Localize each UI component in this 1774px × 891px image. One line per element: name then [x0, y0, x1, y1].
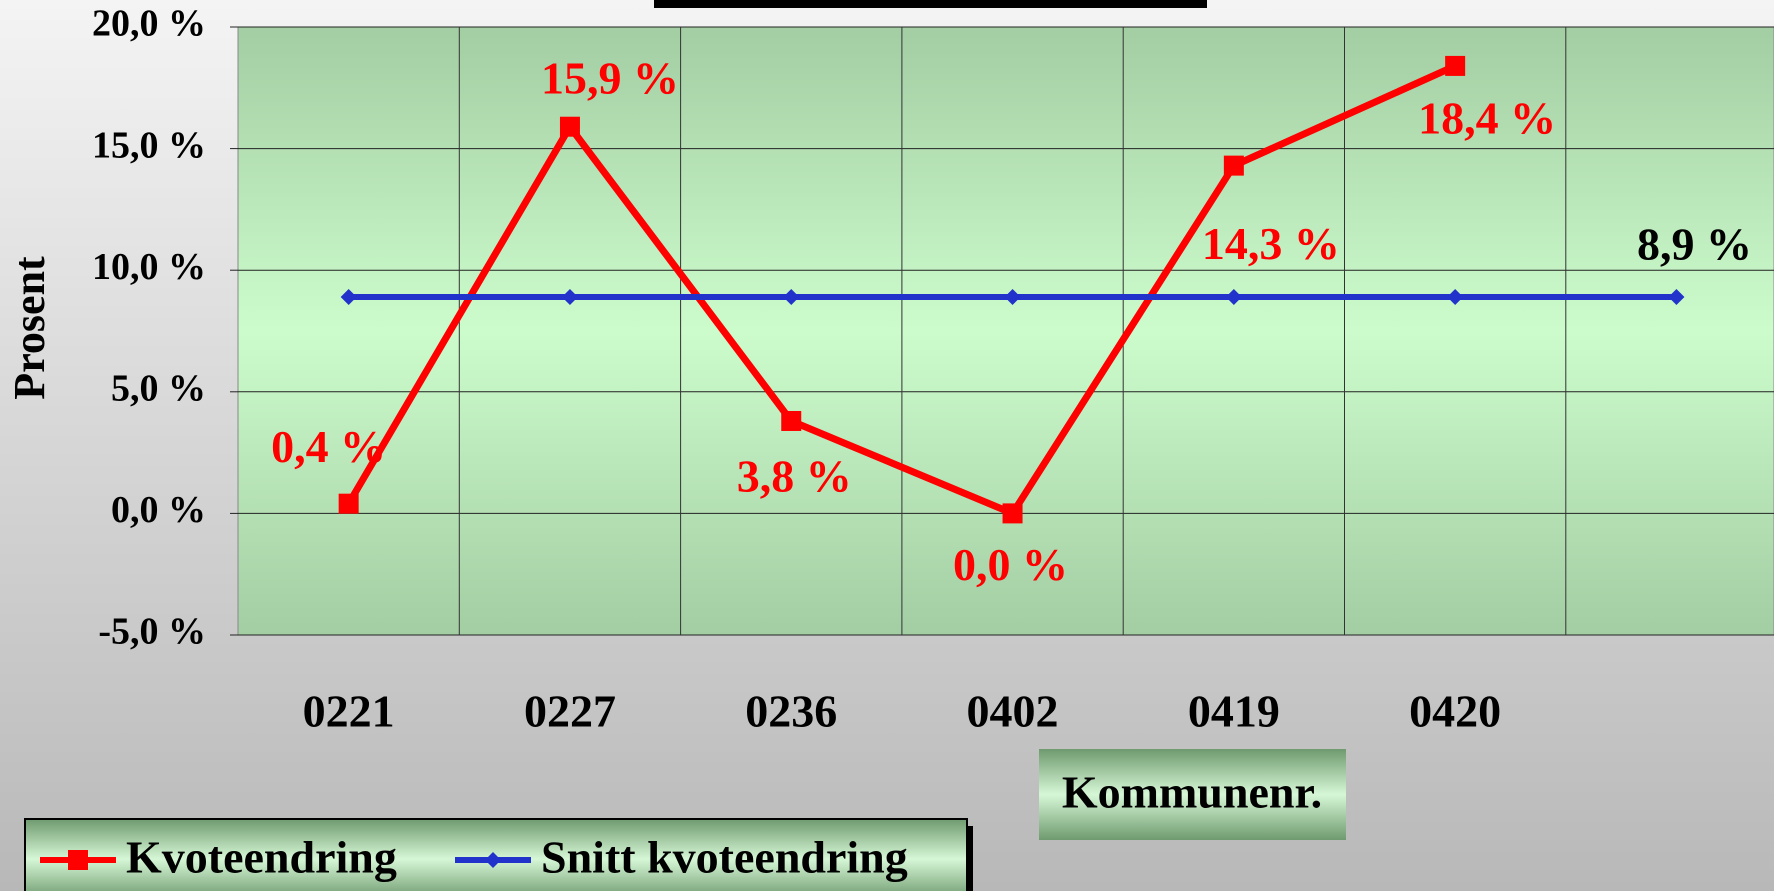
y-tick-label: 5,0 %	[111, 368, 206, 410]
y-tick-label: 10,0 %	[92, 246, 206, 288]
data-label: 0,0 %	[953, 539, 1068, 590]
y-tick-label: 0,0 %	[111, 489, 206, 531]
legend-marker	[485, 852, 501, 868]
x-axis-label: Kommunenr.	[1062, 767, 1322, 818]
y-tick-label: 15,0 %	[92, 124, 206, 166]
point-marker	[1225, 288, 1242, 305]
point-marker	[781, 410, 802, 431]
legend-marker	[68, 850, 88, 870]
data-label: 14,3 %	[1202, 218, 1340, 269]
x-tick-label: 0221	[303, 686, 395, 737]
point-marker	[1002, 503, 1023, 524]
point-marker	[1668, 288, 1685, 305]
x-tick-label: 0419	[1188, 686, 1280, 737]
legend-label: Kvoteendring	[126, 832, 397, 883]
point-marker	[1447, 288, 1464, 305]
y-tick-label: -5,0 %	[98, 611, 206, 653]
data-label: 15,9 %	[541, 52, 679, 103]
point-marker	[340, 288, 357, 305]
x-tick-label: 0227	[524, 686, 616, 737]
title-box-edge	[654, 0, 1207, 8]
x-tick-label: 0236	[745, 686, 837, 737]
x-tick-label: 0402	[967, 686, 1059, 737]
data-label: 18,4 %	[1418, 92, 1556, 143]
legend-label: Snitt kvoteendring	[541, 832, 908, 883]
point-marker	[561, 288, 578, 305]
point-marker	[783, 288, 800, 305]
legend-shadow	[967, 826, 973, 891]
series-line	[345, 62, 1457, 517]
x-tick-label: 0420	[1409, 686, 1501, 737]
point-marker	[1004, 288, 1021, 305]
point-marker	[1445, 55, 1466, 76]
point-marker	[338, 493, 359, 514]
y-axis-label: Prosent	[5, 256, 54, 400]
plot-area	[237, 26, 1774, 636]
y-tick-label: 20,0 %	[92, 3, 206, 45]
data-label: 3,8 %	[737, 451, 852, 502]
point-marker	[1223, 155, 1244, 176]
point-marker	[559, 116, 580, 137]
data-label: 8,9 %	[1637, 219, 1752, 270]
data-label: 0,4 %	[271, 421, 386, 472]
grid	[238, 26, 1774, 636]
x-axis-label-box	[1039, 749, 1346, 840]
